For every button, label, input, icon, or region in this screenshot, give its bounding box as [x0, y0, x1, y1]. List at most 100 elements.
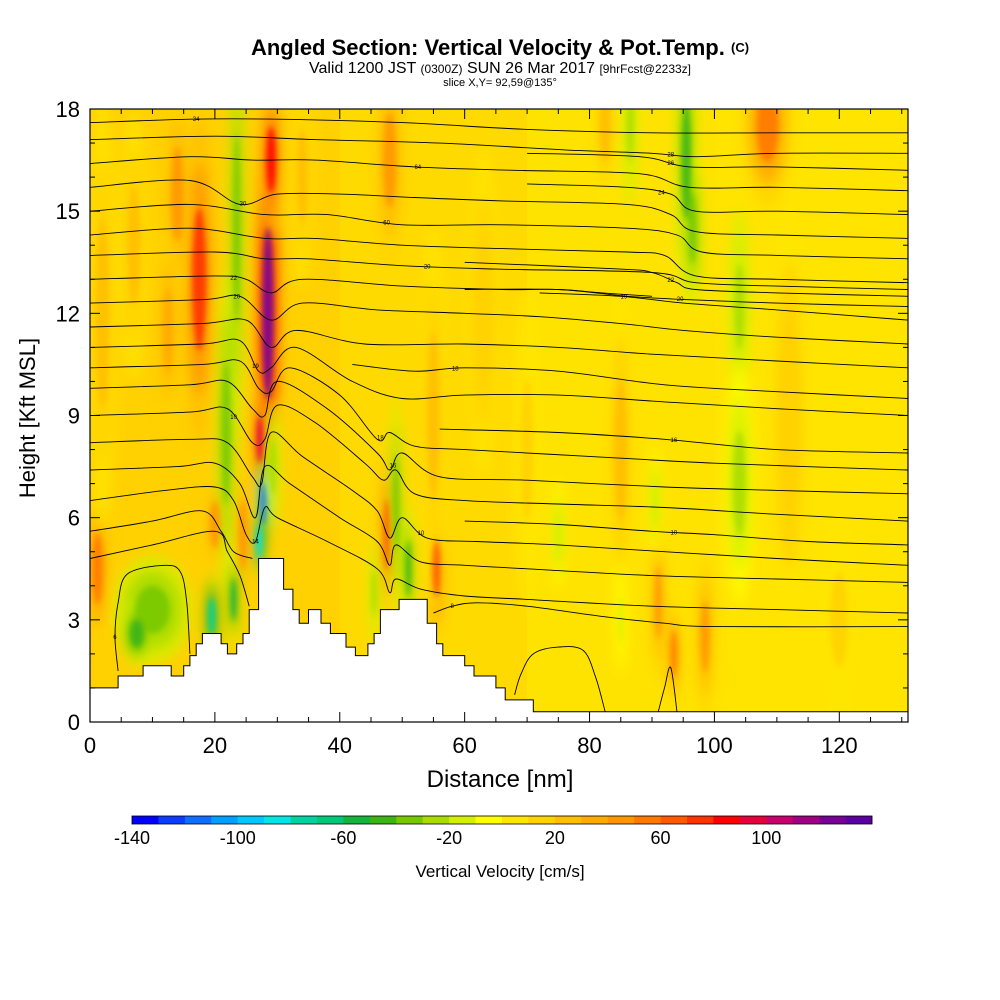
- colorbar-swatch: [396, 816, 424, 824]
- isentrope-line: [90, 227, 908, 284]
- updraft-cell: [162, 287, 174, 374]
- updraft-cell: [432, 540, 441, 598]
- utc-time: (0300Z): [420, 62, 463, 76]
- chart-subtitle: Valid 1200 JST (0300Z) SUN 26 Mar 2017 […: [0, 60, 1000, 78]
- colorbar-swatch: [554, 816, 582, 824]
- isentrope-line: [90, 179, 908, 239]
- downdraft-cell: [221, 361, 231, 505]
- updraft-cell: [427, 332, 440, 499]
- colorbar-swatch: [449, 816, 476, 824]
- y-tick-label: 9: [68, 404, 80, 429]
- isentrope-line: [90, 118, 908, 134]
- isentrope-line: [90, 379, 908, 495]
- title-unit: (C): [731, 40, 750, 55]
- isentrope-line: [527, 183, 908, 216]
- y-tick-label: 3: [68, 608, 80, 633]
- chart-title: Angled Section: Vertical Velocity & Pot.…: [250, 35, 750, 60]
- isentrope-line: [657, 666, 678, 712]
- colorbar-tick-label: -60: [330, 828, 356, 848]
- isentrope-label: 20: [677, 297, 684, 303]
- isentrope-line: [433, 602, 908, 628]
- colorbar-swatch: [634, 816, 661, 824]
- axes: 0 20 40 60 80 100 120 0 3 6 9 12 15 18: [56, 97, 908, 758]
- x-tick-label: 40: [328, 733, 352, 758]
- colorbar-tick-label: -140: [114, 828, 150, 848]
- colorbar-frame: [131, 815, 873, 825]
- isentrope-label: 14: [252, 540, 259, 546]
- isentrope-label: 30: [240, 202, 247, 208]
- isentrope-label: 10: [230, 415, 237, 421]
- isentrope-line: [90, 251, 908, 290]
- updraft-cell: [654, 567, 662, 639]
- updraft-cell: [171, 146, 184, 242]
- isentrope-label: 22: [667, 278, 674, 284]
- downdraft-cell: [681, 109, 692, 220]
- downdraft-cell: [371, 568, 377, 617]
- x-tick-label: 100: [696, 733, 733, 758]
- colorbar-swatch: [819, 816, 846, 824]
- isentrope-label: 18: [377, 436, 384, 442]
- updraft-cell: [127, 185, 140, 305]
- colorbar-tick-label: 20: [545, 828, 565, 848]
- isentrope-line: [439, 428, 908, 454]
- isentrope-line: [539, 292, 908, 321]
- colorbar-swatch: [845, 816, 873, 824]
- updraft-cell: [670, 630, 677, 678]
- y-axis-label: Height [Kft MSL]: [15, 337, 40, 499]
- x-tick-label: 20: [203, 733, 227, 758]
- y-tick-label: 6: [68, 506, 80, 531]
- isentrope-label: 8: [450, 604, 454, 610]
- downdraft-cell: [129, 619, 144, 648]
- x-tick-label: 80: [577, 733, 601, 758]
- downdraft-cell: [732, 431, 746, 537]
- x-tick-label: 120: [821, 733, 858, 758]
- isentrope-label: 6: [113, 635, 117, 641]
- updraft-cell: [383, 498, 390, 571]
- colorbar-swatch: [422, 816, 450, 824]
- isentrope-label: 64: [414, 165, 421, 171]
- isentrope-label: 22: [230, 276, 237, 282]
- colorbar-swatch: [607, 816, 635, 824]
- isentrope-label: 26: [667, 161, 674, 167]
- updraft-cell: [756, 109, 779, 162]
- downdraft-cell: [392, 456, 400, 552]
- isentrope-line: [352, 363, 908, 399]
- plot-area: 6 14 8 10 10 10 16 18 16 19 18 20 19 20 22 20 22 60 30 24 64…: [90, 109, 908, 722]
- colorbar-swatch: [158, 816, 186, 824]
- downdraft-cell: [734, 263, 745, 350]
- colorbar-swatch: [264, 816, 291, 824]
- x-axis-label: Distance [nm]: [426, 766, 574, 793]
- isentrope-label: 34: [193, 117, 200, 123]
- isentrope-label: 10: [418, 531, 425, 537]
- colorbar-swatch: [713, 816, 741, 824]
- isentrope-label: 19: [252, 364, 259, 370]
- updraft-cell: [599, 109, 611, 162]
- y-tick-label: 12: [56, 301, 80, 326]
- updraft-cell: [830, 572, 849, 668]
- colorbar-swatch: [343, 816, 371, 824]
- updraft-cell: [262, 227, 274, 400]
- isentrope-label: 16: [390, 464, 397, 470]
- colorbar-label: Vertical Velocity [cm/s]: [415, 862, 585, 881]
- isentrope-line: [90, 404, 908, 522]
- updraft-cell: [383, 112, 397, 208]
- isentrope-label: 16: [670, 438, 677, 444]
- colorbar-swatch: [581, 816, 609, 824]
- titles: Angled Section: Vertical Velocity & Pot.…: [0, 36, 1000, 89]
- downdraft-cell: [626, 109, 634, 162]
- isentrope-line: [527, 152, 908, 171]
- updraft-cell: [95, 217, 110, 409]
- downdraft-cell: [230, 577, 237, 621]
- colorbar-swatch: [211, 816, 239, 824]
- isentrope-label: 19: [621, 295, 628, 301]
- terrain: [90, 558, 908, 722]
- updraft-cell: [780, 320, 799, 511]
- colorbar-swatch: [528, 816, 556, 824]
- colorbar: -140 -100 -60 -20 20 60 100: [114, 815, 873, 848]
- isentrope-label: 24: [658, 191, 665, 197]
- y-tick-label: 0: [68, 710, 80, 735]
- isentrope-label: 60: [383, 221, 390, 227]
- colorbar-tick-label: -20: [436, 828, 462, 848]
- isentrope-line: [464, 261, 908, 297]
- isentrope-label: 18: [452, 366, 459, 372]
